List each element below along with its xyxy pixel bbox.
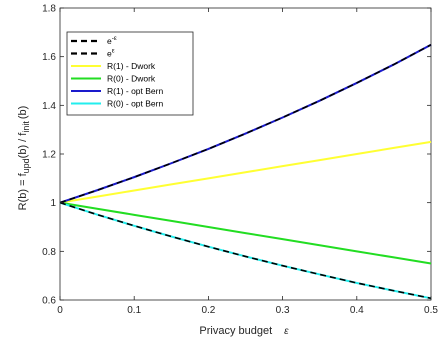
ticks-layer: 0 0.1 0.2 0.3 0.4 0.5 0.6 0.8 1 1.2 1.4 1.6 1.8 [42,4,438,317]
legend-box [66,31,194,116]
x-tick-label: 0.4 [350,305,364,316]
x-tick-label: 0.5 [424,305,438,316]
series-line-e- [59,201,432,300]
y-tick-label: 0.6 [42,296,56,307]
series-layer [59,43,432,300]
legend-entry-label: eε [107,48,115,59]
legend-entry-label: R(0) - Dwork [107,74,156,84]
series-line-e- [59,44,432,204]
y-tick-label: 0.8 [42,247,56,258]
y-tick-label: 1.6 [42,52,56,63]
y-tick-label: 1.4 [42,101,56,112]
x-tick-label: 0.1 [127,305,141,316]
x-tick-label: 0.2 [201,305,215,316]
legend: e-ε eε R(1) - Dwork R(0) - Dwork R(1) - opt … [66,31,194,116]
legend-entry-label: e-ε [107,35,117,46]
x-tick-label: 0.3 [276,305,290,316]
x-tick-label: 0 [57,305,63,316]
series-line-r-1-dwork [59,140,432,204]
y-tick-label: 1 [50,198,56,209]
legend-entry-label: R(1) - Dwork [107,61,156,71]
series-line-r-0-dwork [59,201,432,265]
y-tick-label: 1.8 [42,4,56,15]
x-axis-label: Privacy budget ε [199,325,289,337]
legend-entry-label: R(0) - opt Bern [107,99,163,109]
legend-entry-label: R(1) - opt Bern [107,86,163,96]
y-tick-label: 1.2 [42,150,56,161]
y-axis-label: R(b) = fupd(b) / finit(b) [17,106,31,211]
